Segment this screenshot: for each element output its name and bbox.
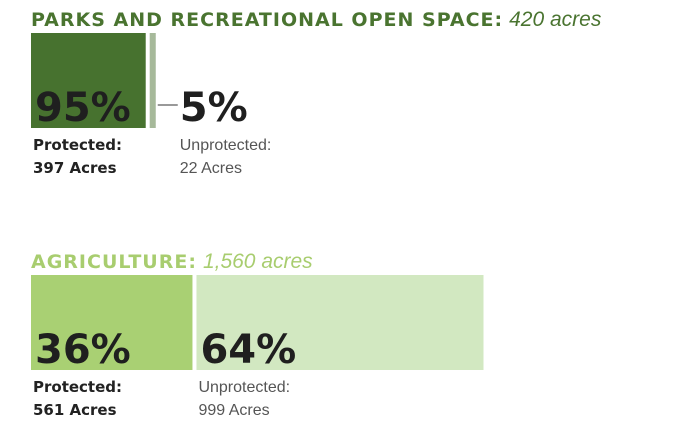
title-text: AGRICULTURE: <box>31 251 197 273</box>
percent-label: 64% <box>200 327 296 373</box>
title-text: PARKS AND RECREATIONAL OPEN SPACE: <box>31 9 503 31</box>
percent-label: 5% <box>180 85 248 131</box>
acres-label: 22 Acres <box>180 160 242 177</box>
subtitle: 1,560 acres <box>203 250 313 273</box>
acres-label: 397 Acres <box>33 159 117 177</box>
acres-label: 561 Acres <box>33 401 117 419</box>
subtitle: 420 acres <box>509 8 602 31</box>
section-title: AGRICULTURE: 1,560 acres <box>31 250 313 273</box>
category-label: Protected: <box>33 378 122 396</box>
category-label: Unprotected: <box>198 379 290 396</box>
section-title: PARKS AND RECREATIONAL OPEN SPACE: 420 ac… <box>31 8 602 31</box>
percent-label: 95% <box>35 85 131 131</box>
category-label: Protected: <box>33 136 122 154</box>
bar-segment <box>31 33 146 128</box>
bar-segment <box>149 33 156 128</box>
bar-segment <box>31 275 193 370</box>
bar-segment <box>196 275 484 370</box>
percent-label: 36% <box>35 327 131 373</box>
category-label: Unprotected: <box>180 137 272 154</box>
acres-label: 999 Acres <box>198 402 269 419</box>
